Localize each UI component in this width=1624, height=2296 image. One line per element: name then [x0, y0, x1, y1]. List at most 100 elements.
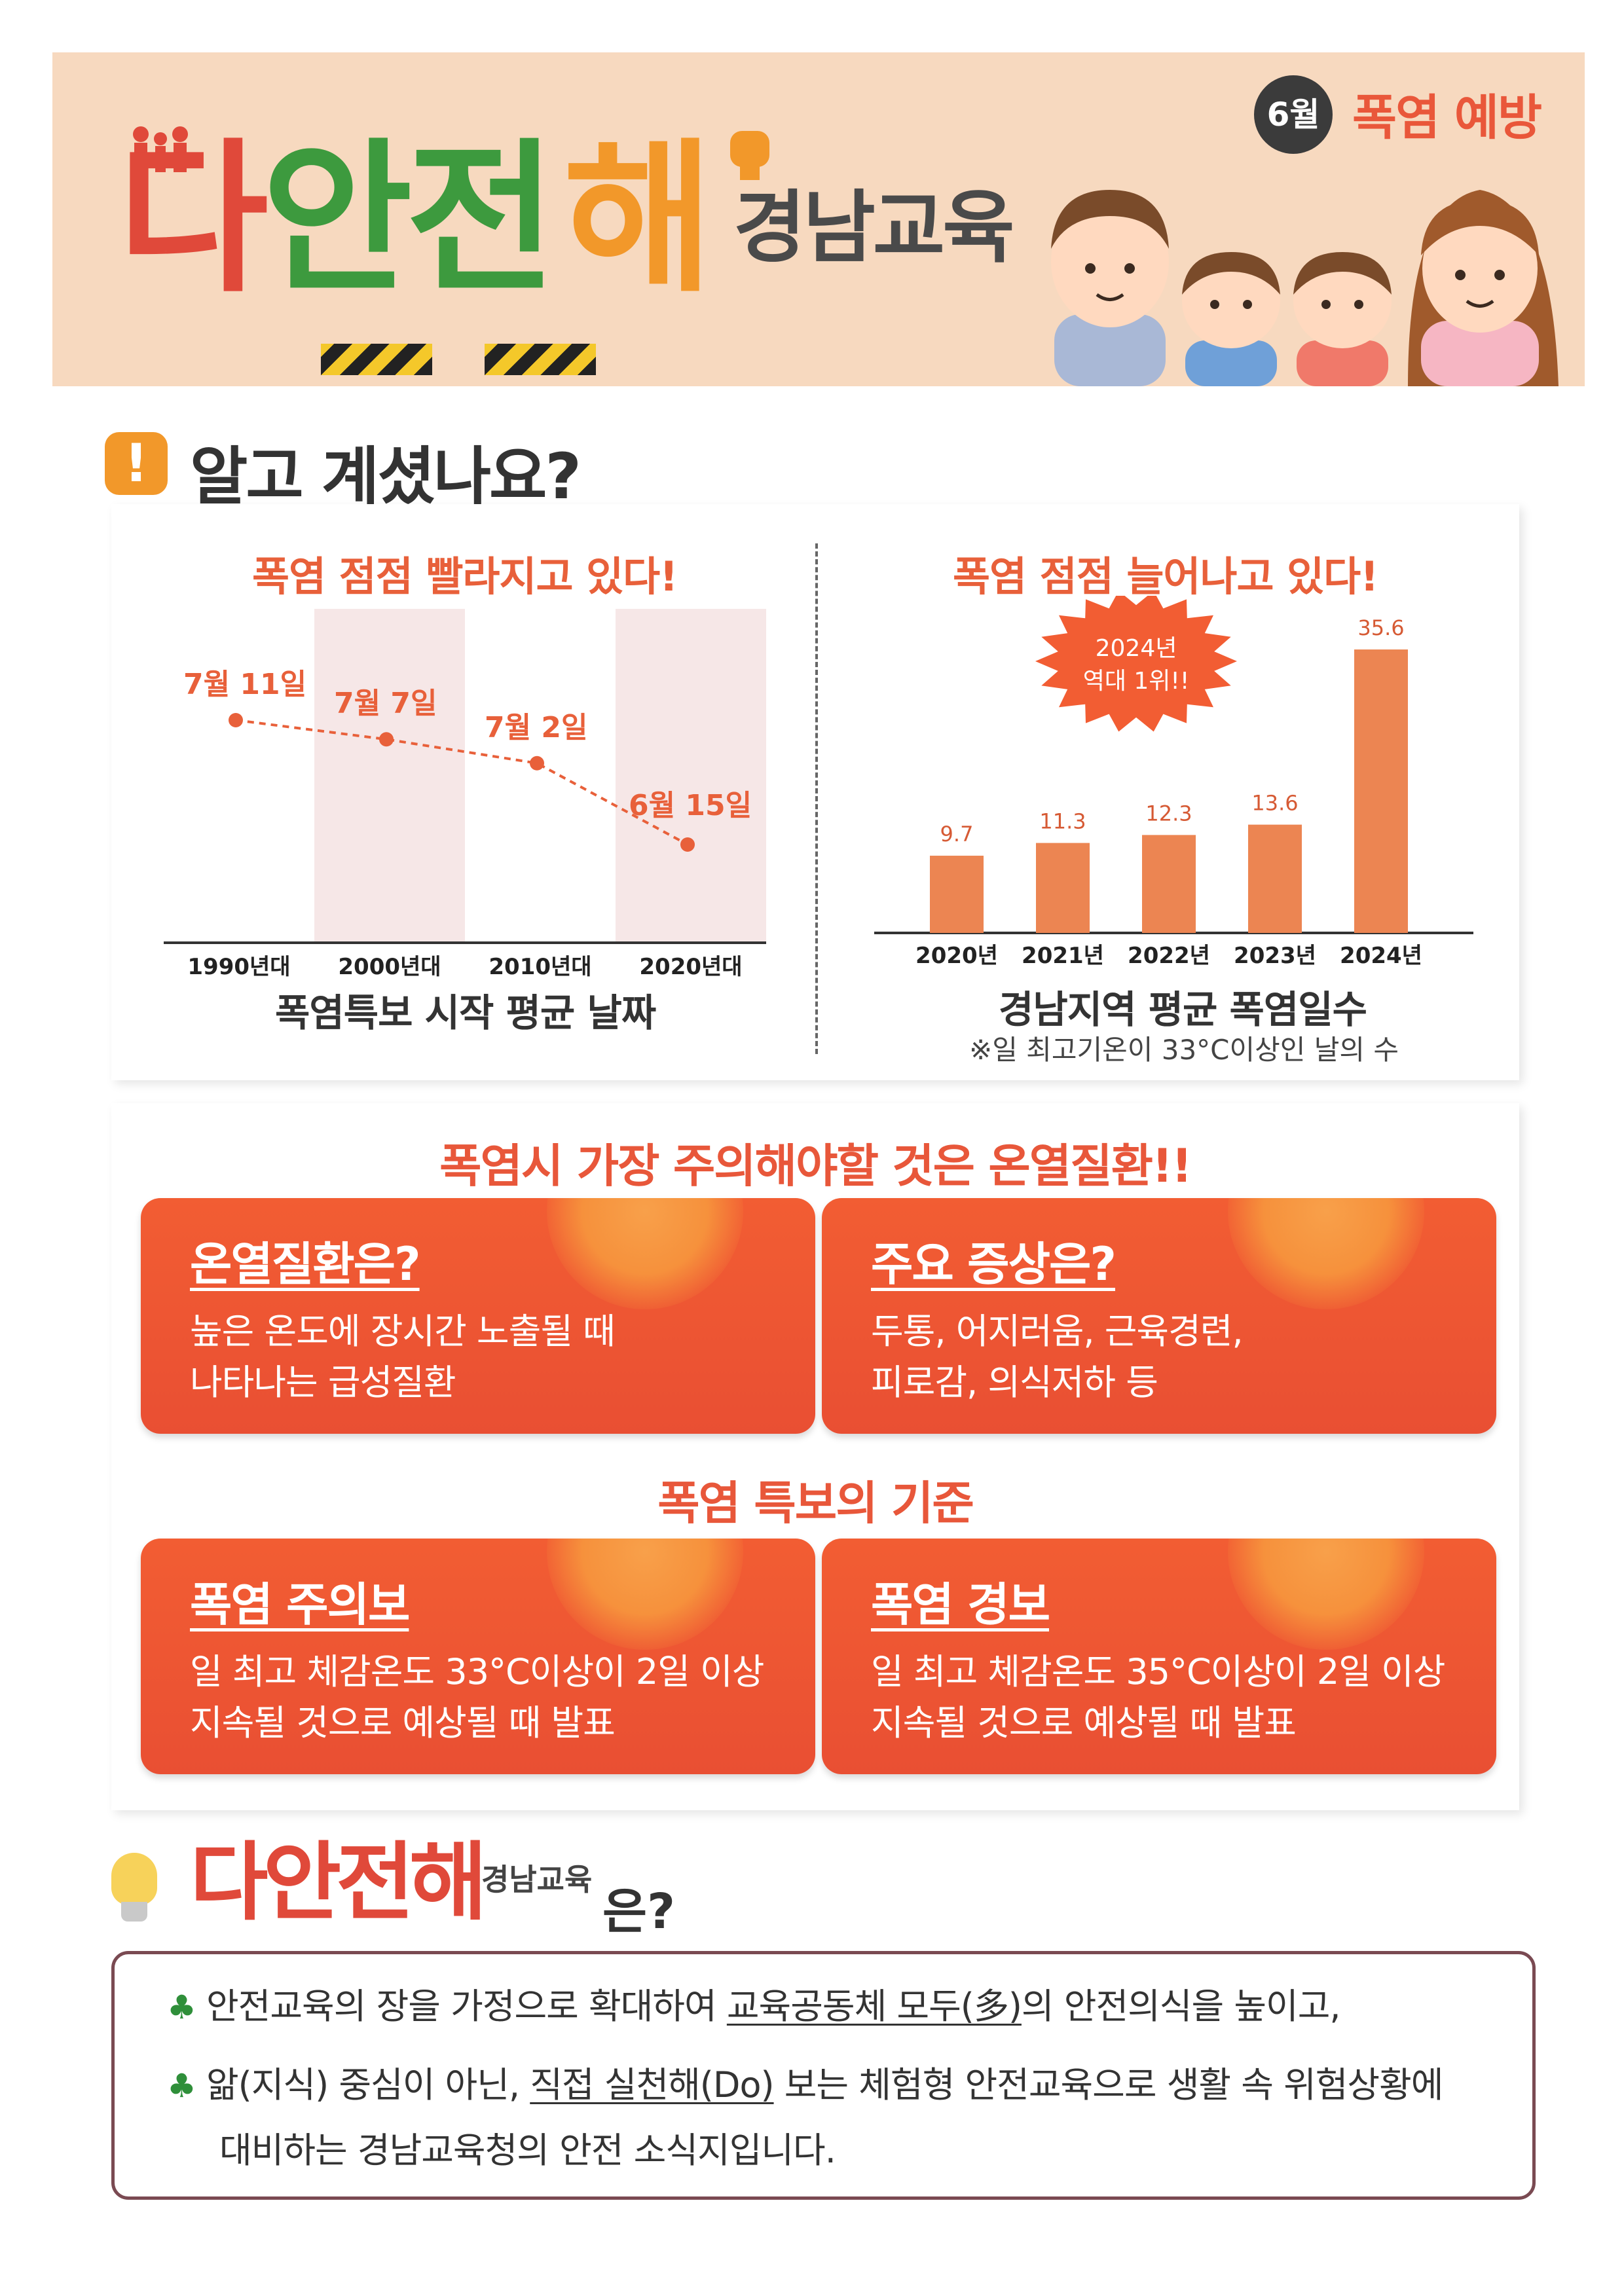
heat-advisory-card: 폭염 주의보 일 최고 체감온도 33°C이상이 2일 이상 지속될 것으로 예… — [141, 1539, 815, 1774]
girl-figure — [1293, 252, 1392, 386]
info-text-underlined: 직접 실천해(Do) — [530, 2064, 774, 2105]
sun-icon — [547, 1198, 743, 1309]
card-title: 주요 증상은? — [871, 1237, 1116, 1291]
left-chart-title: 폭염 점점 빨라지고 있다! — [252, 553, 678, 600]
bar — [930, 856, 984, 933]
month-badge: 6월 — [1254, 75, 1333, 154]
info-line-1: ♣ 안전교육의 장을 가정으로 확대하여 교육공동체 모두(多)의 안전의식을 … — [167, 1977, 1341, 2029]
caution-stripe — [321, 344, 432, 375]
heat-warning-card: 폭염 경보 일 최고 체감온도 35°C이상이 2일 이상 지속될 것으로 예상… — [822, 1539, 1496, 1774]
chart-band — [616, 609, 766, 943]
data-label: 7월 2일 — [485, 711, 588, 744]
about-question: 은? — [602, 1884, 676, 1940]
bar — [1354, 649, 1408, 933]
bar-value-label: 13.6 — [1251, 791, 1298, 816]
info-box — [111, 1951, 1536, 2200]
info-line-2: ♣ 앎(지식) 중심이 아닌, 직접 실천해(Do) 보는 체험형 안전교육으로… — [167, 2056, 1443, 2107]
sun-icon — [1228, 1539, 1424, 1650]
data-label: 7월 11일 — [183, 668, 306, 701]
card-body: 두통, 어지러움, 근육경련, 피로감, 의식저하 등 — [871, 1306, 1244, 1408]
starburst-callout — [1035, 596, 1237, 732]
right-chart-title: 폭염 점점 늘어나고 있다! — [953, 553, 1378, 600]
x-tick-label: 2020년대 — [639, 954, 742, 980]
exclamation-icon: ! — [105, 432, 168, 495]
card-body: 높은 온도에 장시간 노출될 때 나타나는 급성질환 — [190, 1306, 616, 1408]
card-title: 폭염 주의보 — [190, 1578, 410, 1631]
bar-value-label: 9.7 — [940, 822, 974, 847]
lightbulb-icon — [111, 1853, 157, 1905]
data-label: 7월 7일 — [334, 687, 437, 720]
brand-char-2: 안 — [262, 124, 413, 314]
data-point — [680, 837, 695, 852]
x-tick-label: 2010년대 — [489, 954, 591, 980]
card-line: 지속될 것으로 예상될 때 발표 — [871, 1702, 1297, 1743]
callout-text: 역대 1위!! — [1083, 668, 1190, 695]
card-body: 일 최고 체감온도 33°C이상이 2일 이상 지속될 것으로 예상될 때 발표 — [190, 1647, 764, 1749]
x-tick-label: 2021년 — [1022, 943, 1104, 969]
topic-title: 폭염 예방 — [1352, 90, 1542, 146]
card-line: 일 최고 체감온도 35°C이상이 2일 이상 — [871, 1651, 1445, 1692]
x-tick-label: 2000년대 — [338, 954, 441, 980]
card-line: 피로감, 의식저하 등 — [871, 1362, 1158, 1403]
right-chart-caption: 경남지역 평균 폭염일수 — [999, 987, 1367, 1032]
dad-figure — [1051, 190, 1169, 386]
card-body: 일 최고 체감온도 35°C이상이 2일 이상 지속될 것으로 예상될 때 발표 — [871, 1647, 1445, 1749]
x-tick-label: 2020년 — [915, 943, 998, 969]
illness-heading: 폭염시 가장 주의해야할 것은 온열질환!! — [439, 1139, 1192, 1193]
warning-heading: 폭염 특보의 기준 — [657, 1476, 974, 1530]
panel-divider — [815, 543, 818, 1054]
mom-figure — [1408, 190, 1559, 386]
data-point — [530, 756, 544, 771]
caution-stripe — [485, 344, 596, 375]
left-chart-caption: 폭염특보 시작 평균 날짜 — [275, 991, 656, 1035]
trend-line — [235, 719, 688, 846]
info-text: 보는 체험형 안전교육으로 생활 속 위험상황에 — [773, 2064, 1444, 2105]
card-line: 두통, 어지러움, 근육경련, — [871, 1311, 1244, 1352]
symptoms-card: 주요 증상은? 두통, 어지러움, 근육경련, 피로감, 의식저하 등 — [822, 1198, 1496, 1434]
x-tick-label: 2022년 — [1128, 943, 1210, 969]
heat-illness-card: 온열질환은? 높은 온도에 장시간 노출될 때 나타나는 급성질환 — [141, 1198, 815, 1434]
info-text: 안전교육의 장을 가정으로 확대하여 — [206, 1986, 727, 2027]
chart-band — [314, 609, 465, 943]
mini-brand-text: 다안전해 — [190, 1832, 487, 1932]
mini-brand-subtitle: 경남교육 — [481, 1862, 593, 1897]
bar-value-label: 12.3 — [1145, 801, 1192, 826]
info-text: 의 안전의식을 높이고, — [1021, 1986, 1341, 2027]
card-line: 나타나는 급성질환 — [190, 1362, 456, 1403]
info-text: 앎(지식) 중심이 아닌, — [206, 2064, 530, 2105]
info-line-3: 대비하는 경남교육청의 안전 소식지입니다. — [219, 2130, 836, 2171]
brand-char-1: 다 — [118, 124, 268, 314]
brand-char-3: 전 — [406, 124, 557, 314]
brand-logo: 다 안 전 해 — [65, 85, 769, 375]
bar — [1142, 835, 1196, 933]
clover-icon: ♣ — [167, 2067, 196, 2105]
data-label: 6월 15일 — [629, 789, 752, 822]
sun-icon — [1228, 1198, 1424, 1309]
clover-icon: ♣ — [167, 1988, 196, 2026]
x-tick-label: 2024년 — [1340, 943, 1422, 969]
bar-value-label: 35.6 — [1357, 615, 1404, 640]
info-text-underlined: 교육공동체 모두(多) — [726, 1986, 1022, 2027]
card-line: 일 최고 체감온도 33°C이상이 2일 이상 — [190, 1651, 764, 1692]
bar — [1248, 824, 1302, 933]
brand-subtitle: 경남교육 — [733, 183, 1015, 274]
x-tick-label: 1990년대 — [187, 954, 290, 980]
card-line: 높은 온도에 장시간 노출될 때 — [190, 1311, 616, 1352]
sun-icon — [547, 1539, 743, 1650]
brand-char-4: 해 — [563, 124, 714, 314]
family-illustration — [1051, 190, 1559, 386]
data-point — [229, 713, 243, 727]
card-title: 온열질환은? — [190, 1237, 421, 1291]
right-bar-chart: 9.7 2020년 11.3 2021년 12.3 2022년 13.6 2023년 35.6 2… — [874, 596, 1473, 969]
bar-value-label: 11.3 — [1039, 809, 1086, 834]
right-chart-note: ※일 최고기온이 33°C이상인 날의 수 — [969, 1034, 1399, 1066]
x-tick-label: 2023년 — [1234, 943, 1316, 969]
family-figures-icon — [133, 126, 188, 172]
left-line-chart: 7월 11일 1990년대 7월 7일 2000년대 7월 2일 2010년대 6월 15일… — [164, 609, 766, 980]
bar — [1036, 843, 1090, 933]
data-point — [379, 732, 394, 747]
card-line: 지속될 것으로 예상될 때 발표 — [190, 1702, 616, 1743]
fist-icon — [730, 131, 769, 180]
section-title: 알고 계셨나요? — [190, 440, 581, 513]
lightbulb-base — [121, 1902, 147, 1922]
